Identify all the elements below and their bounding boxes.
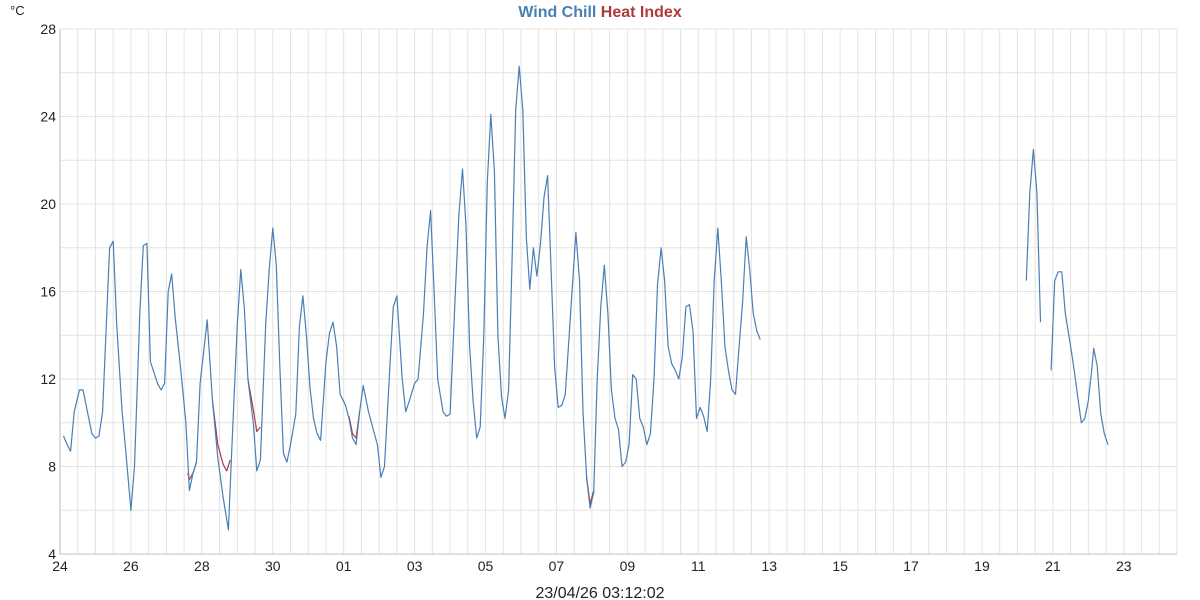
x-tick-label: 21 — [1045, 558, 1061, 574]
legend: Wind Chill Heat Index — [518, 4, 682, 21]
x-tick-label: 11 — [691, 558, 706, 574]
x-tick-label: 09 — [620, 558, 636, 574]
x-tick-label: 15 — [832, 558, 848, 574]
x-tick-label: 23 — [1116, 558, 1132, 574]
y-tick-label: 20 — [40, 196, 56, 212]
legend-wind-chill[interactable]: Wind Chill — [518, 4, 596, 21]
heat-index-line — [247, 378, 261, 433]
x-tick-label: 24 — [52, 558, 68, 574]
x-tick-label: 07 — [549, 558, 565, 574]
axes — [59, 29, 1177, 555]
y-tick-label: 16 — [40, 284, 56, 300]
y-tick-label: 28 — [40, 21, 56, 37]
wind-chill-line — [1050, 271, 1109, 445]
wind-chill-line — [62, 65, 761, 531]
x-tick-label: 17 — [903, 558, 919, 574]
tick-labels: 4 8 12 16 20 24 28 24 26 28 30 01 03 05 07 09 11 13 15 17 19… — [40, 21, 1131, 574]
x-tick-label: 26 — [123, 558, 139, 574]
x-tick-label: 30 — [265, 558, 281, 574]
x-tick-label: 01 — [336, 558, 352, 574]
grid — [60, 28, 1178, 554]
y-tick-label: 8 — [48, 459, 56, 475]
y-tick-label: 24 — [40, 109, 56, 125]
y-unit-label: °C — [10, 3, 25, 18]
series-layer — [62, 65, 1109, 531]
legend-heat-index[interactable]: Heat Index — [601, 4, 682, 21]
x-tick-label: 28 — [194, 558, 210, 574]
y-tick-label: 12 — [40, 371, 56, 387]
y-tick-label: 4 — [48, 546, 56, 562]
x-tick-label: 13 — [761, 558, 777, 574]
wind-chill-line — [1025, 148, 1042, 323]
x-tick-label: 05 — [478, 558, 494, 574]
x-tick-label: 03 — [407, 558, 423, 574]
timestamp-label: 23/04/26 03:12:02 — [535, 585, 664, 600]
heat-index-line — [211, 400, 231, 472]
x-tick-label: 19 — [974, 558, 990, 574]
